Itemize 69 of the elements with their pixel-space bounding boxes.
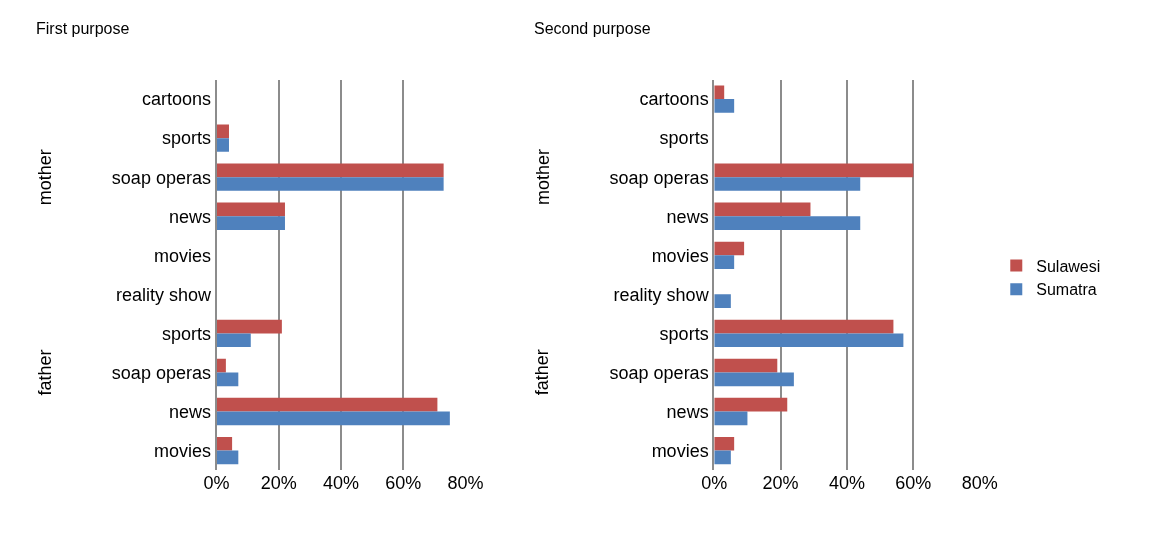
y-tick-label: news xyxy=(168,206,211,227)
bar xyxy=(216,397,438,412)
bar xyxy=(714,358,778,373)
y-tick-label: sports xyxy=(161,323,211,344)
y-tick-label: movies xyxy=(651,440,709,461)
x-tick-label: 20% xyxy=(762,473,799,494)
bar xyxy=(714,436,735,451)
text: mother xyxy=(532,148,553,206)
x-tick-label: 40% xyxy=(322,473,359,494)
x-tick-label: 0% xyxy=(701,473,728,494)
bar xyxy=(216,177,444,191)
text: father xyxy=(532,349,553,396)
x-tick-label: 80% xyxy=(447,473,484,494)
bar xyxy=(216,358,226,373)
bar xyxy=(216,450,239,465)
bar xyxy=(216,163,444,178)
x-tick-label: 60% xyxy=(385,473,422,494)
bar xyxy=(714,372,794,387)
y-tick-label: sports xyxy=(659,128,709,149)
bar xyxy=(216,216,285,230)
x-tick-label: 80% xyxy=(961,473,998,494)
y-tick-label: news xyxy=(666,206,709,227)
bar xyxy=(714,450,731,465)
bar xyxy=(216,138,229,152)
y-tick-label: cartoons xyxy=(639,89,709,110)
x-tick-label: 0% xyxy=(203,473,230,494)
bar xyxy=(216,202,285,217)
y-tick-label: sports xyxy=(659,323,709,344)
bar xyxy=(714,333,904,348)
bar xyxy=(216,333,251,348)
bar xyxy=(216,411,450,426)
bar xyxy=(714,411,748,426)
y-tick-label: soap operas xyxy=(111,167,211,188)
bar xyxy=(216,124,229,139)
y-tick-label: news xyxy=(168,401,211,422)
text: mother xyxy=(34,149,55,206)
bar xyxy=(714,216,861,230)
text: First purpose xyxy=(36,20,130,37)
bar xyxy=(714,397,788,412)
y-tick-label: sports xyxy=(161,128,211,149)
y-tick-label: reality show xyxy=(115,284,212,305)
bar xyxy=(714,319,894,334)
y-tick-label: soap operas xyxy=(609,362,709,383)
y-tick-label: movies xyxy=(651,245,709,266)
x-tick-label: 60% xyxy=(895,473,932,494)
x-tick-label: 40% xyxy=(828,473,865,494)
bar xyxy=(714,255,735,269)
bar xyxy=(216,319,282,334)
x-tick-label: 20% xyxy=(260,473,297,494)
y-tick-label: cartoons xyxy=(141,89,211,110)
bar xyxy=(714,163,914,178)
bar xyxy=(714,294,731,309)
legend-label: Sulawesi xyxy=(1036,257,1101,275)
y-tick-label: soap operas xyxy=(609,167,709,188)
bar xyxy=(714,85,725,100)
bar xyxy=(216,436,233,451)
legend-label: Sumatra xyxy=(1036,281,1097,299)
y-tick-label: movies xyxy=(153,245,211,266)
bar xyxy=(714,99,735,113)
y-tick-label: reality show xyxy=(613,284,710,305)
text: father xyxy=(34,349,55,396)
bar xyxy=(216,372,239,387)
bar xyxy=(714,241,745,256)
y-tick-label: soap operas xyxy=(111,362,211,383)
chart-title: Second purpose xyxy=(534,20,651,37)
bar xyxy=(714,177,861,191)
bar xyxy=(714,202,811,217)
y-tick-label: news xyxy=(666,401,709,422)
y-tick-label: movies xyxy=(153,440,211,461)
